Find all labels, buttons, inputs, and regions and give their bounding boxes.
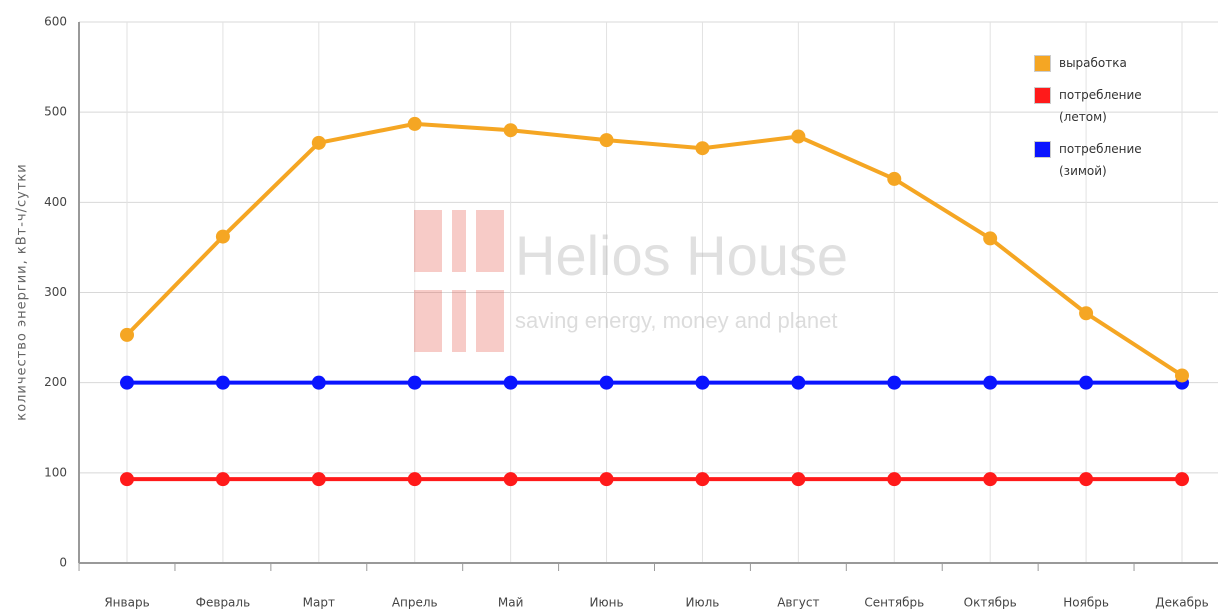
x-tick-label: Апрель	[392, 596, 438, 610]
y-tick-label: 100	[44, 465, 67, 479]
legend-item: потребление (летом)	[1034, 84, 1164, 128]
series-line	[125, 121, 1184, 378]
data-point	[407, 375, 422, 390]
x-tick-label: Октябрь	[964, 596, 1017, 610]
data-point	[887, 375, 902, 390]
x-tick-label: Март	[303, 596, 335, 610]
legend-item: выработка	[1034, 52, 1164, 74]
data-point	[503, 123, 518, 138]
data-point	[791, 472, 806, 487]
data-point	[791, 375, 806, 390]
data-point	[311, 472, 326, 487]
data-point	[983, 231, 998, 246]
data-point	[599, 133, 614, 148]
data-point	[1079, 306, 1094, 321]
data-point	[503, 375, 518, 390]
data-point	[1079, 472, 1094, 487]
y-tick-label: 500	[44, 105, 67, 119]
data-point	[599, 375, 614, 390]
y-tick-label: 0	[59, 556, 67, 570]
y-tick-label: 600	[44, 15, 67, 29]
x-tick-label: Август	[777, 596, 819, 610]
y-tick-label: 300	[44, 285, 67, 299]
data-point	[120, 472, 134, 487]
data-point	[983, 472, 998, 487]
data-point	[695, 472, 710, 487]
legend-label: потребление (летом)	[1059, 88, 1142, 124]
data-point	[1175, 368, 1189, 383]
y-tick-label: 200	[44, 375, 67, 389]
legend-swatch	[1034, 55, 1051, 72]
data-point	[407, 116, 422, 131]
x-tick-label: Декабрь	[1155, 596, 1208, 610]
data-point	[503, 472, 518, 487]
data-point	[120, 375, 134, 390]
data-point	[311, 135, 326, 150]
x-tick-label: Сентябрь	[864, 596, 924, 610]
y-tick-label: 400	[44, 195, 67, 209]
legend-swatch	[1034, 141, 1051, 158]
data-point	[695, 141, 710, 156]
data-point	[311, 375, 326, 390]
x-tick-label: Май	[498, 596, 524, 610]
watermark-subtitle: saving energy, money and planet	[515, 308, 837, 333]
data-point	[983, 375, 998, 390]
watermark-title: Helios House	[515, 224, 848, 287]
data-point	[1079, 375, 1094, 390]
legend-swatch	[1034, 87, 1051, 104]
data-point	[215, 229, 230, 244]
x-tick-label: Июль	[686, 596, 720, 610]
x-tick-label: Февраль	[196, 596, 251, 610]
data-point	[599, 472, 614, 487]
x-tick-label: Июнь	[590, 596, 624, 610]
data-point	[791, 129, 806, 144]
data-point	[407, 472, 422, 487]
data-point	[120, 327, 134, 342]
data-point	[887, 472, 902, 487]
data-point	[215, 472, 230, 487]
data-point	[1175, 472, 1189, 487]
data-point	[215, 375, 230, 390]
legend: выработка потребление (летом) потребление …	[1034, 52, 1164, 192]
legend-label: потребление (зимой)	[1059, 142, 1142, 178]
x-tick-label: Январь	[104, 596, 149, 610]
legend-label: выработка	[1059, 56, 1127, 70]
y-axis-label: количество энергии, кВт-ч/сутки	[15, 163, 30, 420]
watermark-logo	[414, 210, 504, 352]
x-tick-label: Ноябрь	[1063, 596, 1109, 610]
data-point	[695, 375, 710, 390]
data-point	[887, 171, 902, 186]
legend-item: потребление (зимой)	[1034, 138, 1164, 182]
